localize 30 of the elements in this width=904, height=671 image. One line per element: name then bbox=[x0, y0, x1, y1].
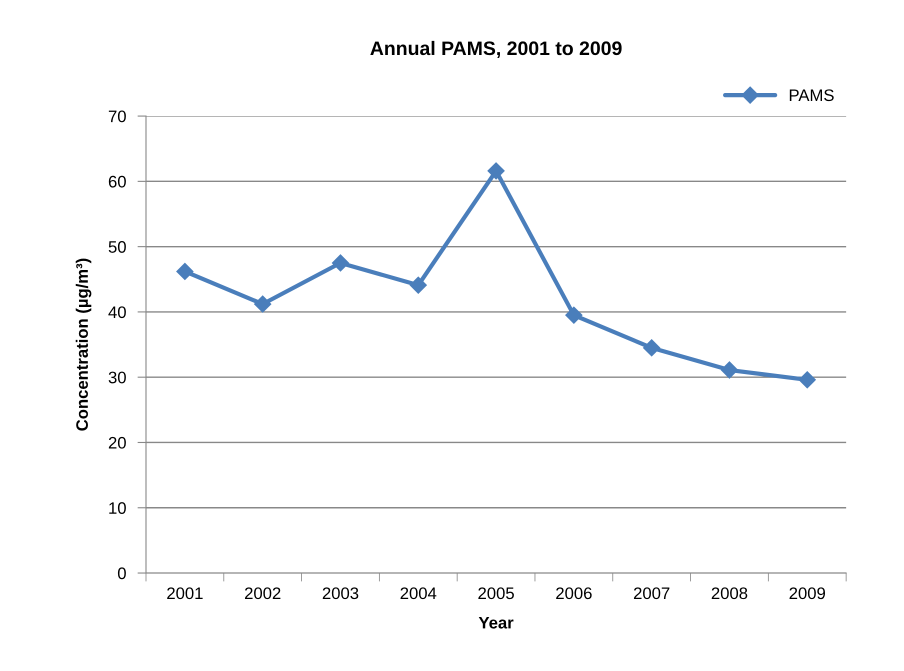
y-tick-label: 0 bbox=[118, 567, 126, 580]
point bbox=[720, 361, 738, 379]
y-tick-label: 60 bbox=[108, 176, 126, 188]
point bbox=[410, 276, 427, 294]
x-tick-label: 2007 bbox=[634, 587, 670, 600]
point bbox=[254, 296, 272, 313]
y-tick-label: 20 bbox=[108, 436, 126, 449]
y-tick-label: 10 bbox=[109, 502, 126, 514]
x-tick-label: 2004 bbox=[400, 587, 436, 600]
x-tick-label: 2008 bbox=[712, 587, 748, 600]
chart-title: Annual PAMS, 2001 to 2009 bbox=[370, 40, 622, 58]
y-tick-label: 40 bbox=[108, 306, 126, 318]
legend-label: PAMS bbox=[790, 89, 834, 102]
x-tick-label: 2006 bbox=[556, 587, 592, 600]
point bbox=[643, 339, 660, 356]
y-axis-title: Concentration (µg/m³) bbox=[76, 258, 92, 431]
y-tick-label: 30 bbox=[108, 372, 126, 384]
y-tick-label: 50 bbox=[108, 241, 126, 253]
x-tick-label: 2005 bbox=[478, 587, 514, 600]
point bbox=[176, 262, 194, 280]
x-tick-label: 2009 bbox=[790, 587, 825, 600]
x-tick-label: 2001 bbox=[167, 587, 203, 600]
point bbox=[488, 162, 505, 180]
point bbox=[332, 254, 350, 272]
x-tick-label: 2003 bbox=[322, 587, 358, 600]
x-axis-title: Year bbox=[478, 616, 514, 629]
y-tick-label: 70 bbox=[108, 110, 126, 122]
x-tick-label: 2002 bbox=[244, 587, 280, 600]
point bbox=[565, 306, 582, 324]
point bbox=[798, 371, 816, 388]
